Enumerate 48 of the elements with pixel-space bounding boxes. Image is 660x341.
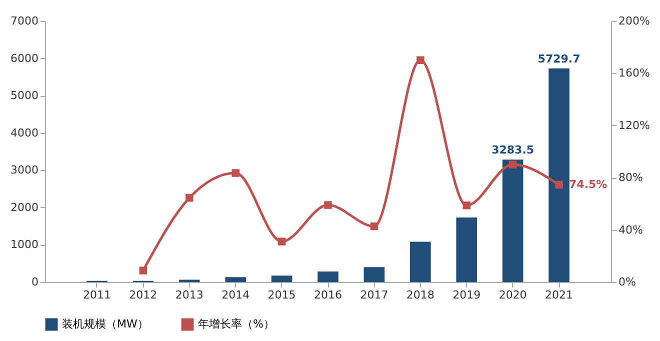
legend-label: 装机规模（MW） (62, 318, 148, 331)
y-tick-label: 0 (32, 276, 38, 288)
point (278, 238, 286, 246)
bar (318, 272, 338, 282)
y-tick-label: 6000 (10, 52, 38, 65)
x-tick-label: 2015 (268, 288, 296, 302)
bar (456, 217, 478, 282)
bar (548, 68, 570, 282)
x-tick-label: 2021 (545, 288, 574, 302)
point (416, 56, 424, 64)
y-tick-label: 5000 (10, 89, 38, 102)
data-label: 74.5% (569, 178, 608, 191)
x-tick-label: 2020 (498, 288, 527, 302)
y-tick-label: 4000 (10, 126, 38, 140)
x-tick-label: 2013 (175, 288, 204, 302)
bar (271, 276, 292, 282)
data-label: 3283.5 (492, 144, 534, 157)
y-tick-label: 3000 (10, 164, 38, 177)
x-tick-label: 2011 (82, 288, 111, 302)
x-tick-label: 2017 (360, 288, 388, 302)
y-tick-label: 1000 (10, 238, 38, 252)
y2-tick-label: 40% (618, 223, 643, 236)
legend-label: 年增长率（%） (198, 318, 274, 331)
x-tick-label: 2012 (129, 288, 158, 302)
point (370, 222, 378, 230)
y2-tick-label: 200% (618, 14, 650, 28)
point (555, 180, 563, 189)
point (139, 266, 148, 274)
bar (410, 242, 431, 282)
x-tick-label: 2014 (222, 288, 250, 302)
bar (364, 267, 385, 282)
bar (225, 277, 246, 282)
point (186, 194, 194, 202)
y2-tick-label: 0% (618, 276, 636, 288)
point (324, 201, 332, 209)
point (462, 202, 470, 210)
y2-tick-label: 120% (618, 118, 650, 132)
point (508, 160, 517, 168)
x-tick-label: 2016 (314, 288, 342, 302)
y2-tick-label: 80% (618, 171, 643, 184)
x-tick-label: 2018 (406, 288, 434, 302)
point (232, 169, 240, 177)
y-tick-label: 7000 (10, 14, 38, 28)
y-tick-label: 2000 (10, 200, 38, 214)
x-tick-label: 2019 (452, 288, 481, 302)
data-label: 5729.7 (538, 52, 580, 66)
y2-tick-label: 160% (618, 66, 650, 80)
bar (502, 160, 524, 282)
